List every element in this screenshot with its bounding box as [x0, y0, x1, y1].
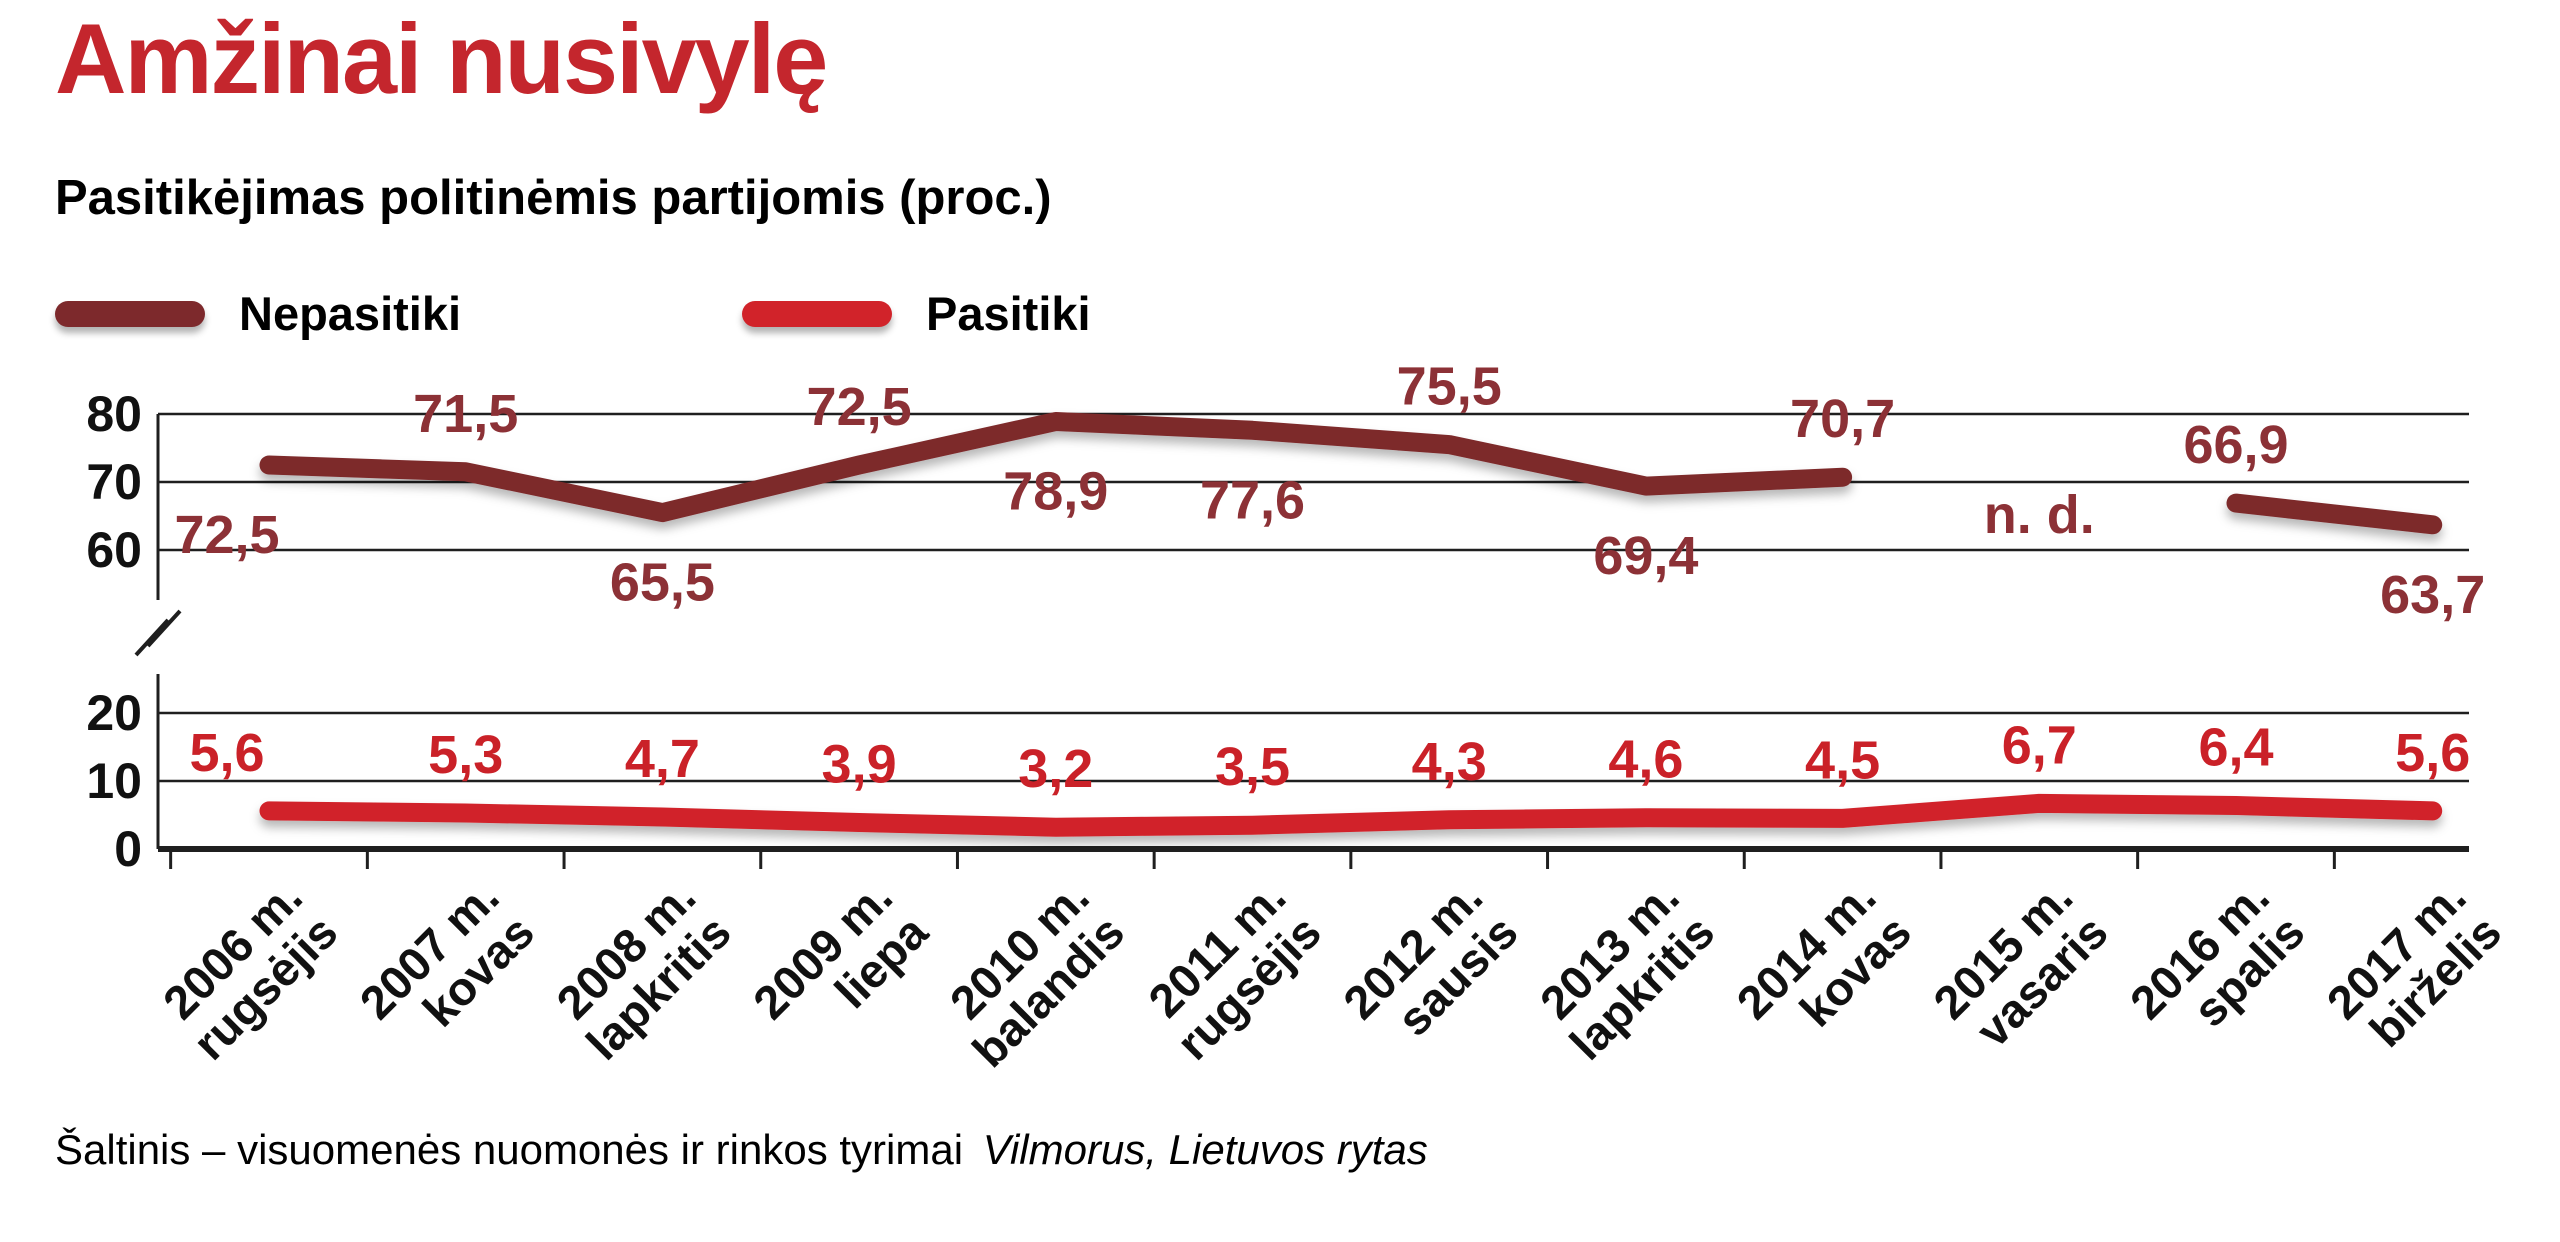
svg-text:4,7: 4,7 [625, 729, 700, 789]
svg-text:70: 70 [86, 454, 142, 510]
legend: Nepasitiki Pasitiki [0, 286, 2560, 340]
svg-text:71,5: 71,5 [413, 384, 518, 444]
svg-text:3,2: 3,2 [1018, 739, 1093, 799]
pasitiki-line-swatch [742, 300, 892, 327]
source-publications: Vilmorus, Lietuvos rytas [982, 1126, 1428, 1173]
svg-text:4,5: 4,5 [1805, 730, 1880, 790]
svg-text:63,7: 63,7 [2380, 565, 2485, 625]
svg-text:2017 m.birželis: 2017 m.birželis [2316, 870, 2511, 1065]
svg-text:72,5: 72,5 [807, 377, 912, 437]
svg-text:10: 10 [86, 753, 142, 809]
svg-text:66,9: 66,9 [2183, 415, 2288, 475]
svg-text:5,3: 5,3 [428, 725, 503, 785]
svg-text:2016 m.spalis: 2016 m.spalis [2120, 870, 2315, 1065]
svg-text:5,6: 5,6 [189, 723, 264, 783]
svg-text:2007 m.kovas: 2007 m.kovas [349, 870, 544, 1065]
svg-text:4,6: 4,6 [1608, 730, 1683, 790]
source-text: Šaltinis – visuomenės nuomonės ir rinkos… [55, 1126, 964, 1173]
svg-text:2011 m.rugsėjis: 2011 m.rugsėjis [1131, 870, 1331, 1070]
svg-text:65,5: 65,5 [610, 553, 715, 613]
svg-text:2009 m.liepa: 2009 m.liepa [743, 869, 938, 1064]
svg-text:80: 80 [86, 386, 142, 442]
legend-label-nepasitiki: Nepasitiki [239, 287, 462, 340]
svg-text:0: 0 [114, 821, 142, 877]
nepasitiki-line-swatch [55, 300, 205, 327]
svg-text:78,9: 78,9 [1003, 462, 1108, 522]
svg-text:69,4: 69,4 [1593, 526, 1698, 586]
svg-text:2006 m.rugsėjis: 2006 m.rugsėjis [147, 870, 347, 1070]
legend-item-pasitiki: Pasitiki [742, 286, 1091, 341]
svg-text:2015 m.vasaris: 2015 m.vasaris [1923, 870, 2118, 1065]
svg-text:60: 60 [86, 522, 142, 578]
svg-text:2012 m.sausis: 2012 m.sausis [1333, 870, 1528, 1065]
svg-text:3,9: 3,9 [822, 735, 897, 795]
svg-text:5,6: 5,6 [2395, 723, 2470, 783]
svg-text:4,3: 4,3 [1412, 732, 1487, 792]
page-title: Amžinai nusivylę [55, 3, 828, 114]
svg-text:n. d.: n. d. [1984, 485, 2095, 545]
legend-label-pasitiki: Pasitiki [926, 287, 1091, 340]
source-note: Šaltinis – visuomenės nuomonės ir rinkos… [55, 1126, 1428, 1174]
svg-text:6,4: 6,4 [2198, 718, 2273, 778]
svg-text:20: 20 [86, 685, 142, 741]
svg-text:75,5: 75,5 [1397, 357, 1502, 417]
svg-text:6,7: 6,7 [2002, 715, 2077, 775]
svg-text:70,7: 70,7 [1790, 389, 1895, 449]
svg-text:2014 m.kovas: 2014 m.kovas [1726, 870, 1921, 1065]
svg-text:2010 m.balandis: 2010 m.balandis [927, 870, 1135, 1078]
page-subtitle: Pasitikėjimas politinėmis partijomis (pr… [55, 171, 1052, 225]
svg-text:2013 m.lapkritis: 2013 m.lapkritis [1524, 870, 1724, 1070]
svg-text:2008 m.lapkritis: 2008 m.lapkritis [541, 870, 741, 1070]
legend-item-nepasitiki: Nepasitiki [55, 286, 461, 341]
svg-text:77,6: 77,6 [1200, 470, 1305, 530]
svg-text:3,5: 3,5 [1215, 737, 1290, 797]
svg-text:72,5: 72,5 [174, 505, 279, 565]
